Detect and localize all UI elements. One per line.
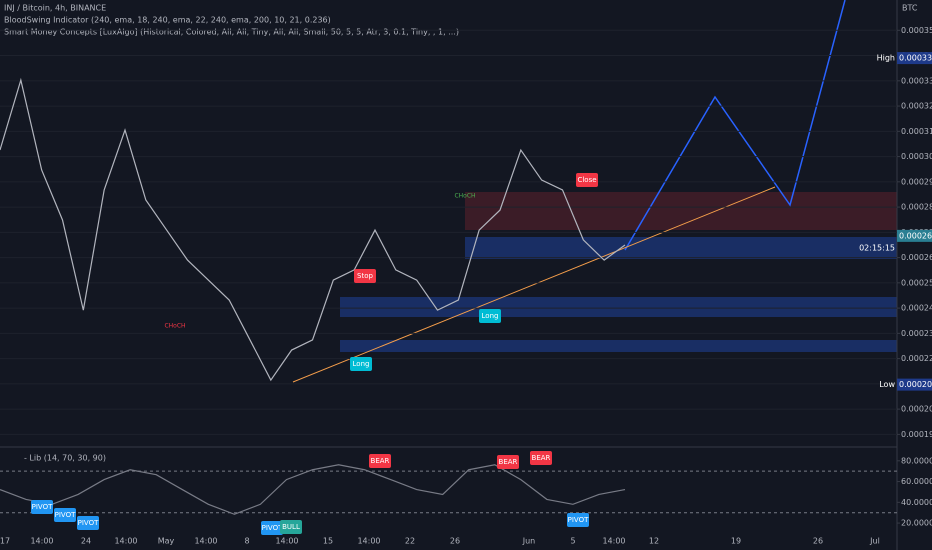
price-marker-name: High bbox=[877, 54, 895, 63]
price-line bbox=[0, 464, 626, 515]
signal-label: CHoCH bbox=[454, 193, 475, 200]
signal-box bbox=[567, 513, 589, 527]
x-tick-label: 14:00 bbox=[30, 537, 53, 546]
y-tick-label: 0.0003300 bbox=[901, 76, 932, 85]
demand-zone bbox=[340, 297, 897, 317]
signal-label: CHoCH bbox=[164, 323, 185, 330]
signal-box bbox=[31, 500, 53, 514]
y-tick-label: 0.0003200 bbox=[901, 102, 932, 111]
signal-label: BULL bbox=[282, 523, 300, 531]
price-marker-label: 0.0003390 bbox=[899, 54, 932, 63]
x-tick-label: Jun bbox=[522, 537, 536, 546]
indicator-legend: Smart Money Concepts [LuxAlgo] (Historic… bbox=[4, 28, 459, 37]
x-tick-label: 14:00 bbox=[194, 537, 217, 546]
y-tick-label: 0.0003000 bbox=[901, 152, 932, 161]
price-marker-label: 0.0002097 bbox=[899, 380, 932, 389]
indicator-legend: BloodSwing Indicator (240, ema, 18, 240,… bbox=[4, 16, 331, 25]
x-tick-label: 14:00 bbox=[114, 537, 137, 546]
x-tick-label: May bbox=[158, 537, 175, 546]
x-tick-label: 14:00 bbox=[602, 537, 625, 546]
x-tick-label: Jul bbox=[869, 537, 880, 546]
oscillator-title: - Lib (14, 70, 30, 90) bbox=[24, 454, 106, 463]
x-tick-label: 8 bbox=[244, 537, 249, 546]
signal-box bbox=[497, 455, 519, 469]
price-marker bbox=[897, 52, 932, 65]
y-tick-label: 60.0000000 bbox=[901, 477, 932, 486]
y-tick-label: 20.0000000 bbox=[901, 519, 932, 528]
signal-box bbox=[530, 451, 552, 465]
signal-label: PIVOT bbox=[262, 524, 283, 532]
y-tick-label: 0.0002500 bbox=[901, 278, 932, 287]
x-tick-label: 26 bbox=[450, 537, 460, 546]
price-marker-name: 02:15:15 bbox=[859, 243, 895, 252]
demand-zone bbox=[340, 340, 897, 352]
x-tick-label: 5 bbox=[570, 537, 575, 546]
signal-box bbox=[369, 454, 391, 468]
price-marker-name: Low bbox=[879, 380, 895, 389]
supply-zone bbox=[465, 192, 897, 230]
signal-label: Close bbox=[577, 176, 596, 184]
y-tick-label: 0.0002000 bbox=[901, 405, 932, 414]
signal-box bbox=[479, 309, 501, 323]
y-tick-label: 0.0001900 bbox=[901, 430, 932, 439]
signal-label: PIVOT bbox=[32, 503, 53, 511]
y-tick-label: 0.0002200 bbox=[901, 354, 932, 363]
x-tick-label: 17 bbox=[0, 537, 10, 546]
signal-label: BEAR bbox=[532, 454, 551, 462]
signal-box bbox=[576, 173, 598, 187]
y-tick-label: 0.0003500 bbox=[901, 26, 932, 35]
signal-label: PIVOT bbox=[55, 511, 76, 519]
signal-box bbox=[280, 520, 302, 534]
x-tick-label: 19 bbox=[731, 537, 741, 546]
projection bbox=[624, 0, 846, 251]
signal-label: PIVOT bbox=[78, 519, 99, 527]
y-tick-label: 0.0002800 bbox=[901, 203, 932, 212]
currency: BTC bbox=[902, 4, 918, 13]
y-tick-label: 0.0003100 bbox=[901, 127, 932, 136]
signal-box bbox=[261, 521, 283, 535]
signal-box bbox=[77, 516, 99, 530]
x-tick-label: 14:00 bbox=[275, 537, 298, 546]
x-tick-label: 15 bbox=[323, 537, 333, 546]
demand-zone bbox=[465, 237, 897, 259]
y-tick-label: 0.0002900 bbox=[901, 177, 932, 186]
price-marker bbox=[897, 378, 932, 391]
y-tick-label: 0.0002400 bbox=[901, 304, 932, 313]
signal-box bbox=[54, 508, 76, 522]
x-tick-label: 24 bbox=[81, 537, 91, 546]
trend-line bbox=[292, 186, 776, 383]
x-tick-label: 26 bbox=[813, 537, 823, 546]
y-tick-label: 80.0000000 bbox=[901, 456, 932, 465]
y-tick-label: 0.0002600 bbox=[901, 253, 932, 262]
signal-label: PIVOT bbox=[568, 516, 589, 524]
price-line bbox=[0, 77, 626, 382]
price-marker bbox=[897, 229, 932, 242]
y-tick-label: 0.0002300 bbox=[901, 329, 932, 338]
signal-label: Stop bbox=[357, 272, 373, 280]
signal-label: BEAR bbox=[499, 458, 518, 466]
signal-label: Long bbox=[353, 360, 370, 368]
signal-box bbox=[350, 357, 372, 371]
signal-label: Long bbox=[482, 312, 499, 320]
signal-box bbox=[354, 269, 376, 283]
x-tick-label: 14:00 bbox=[357, 537, 380, 546]
x-tick-label: 22 bbox=[405, 537, 415, 546]
y-tick-label: 40.0000000 bbox=[901, 498, 932, 507]
price-marker-label: 0.0002686 bbox=[899, 231, 932, 240]
signal-label: BEAR bbox=[371, 457, 390, 465]
x-tick-label: 12 bbox=[649, 537, 659, 546]
chart-title: INJ / Bitcoin, 4h, BINANCE bbox=[4, 4, 106, 13]
